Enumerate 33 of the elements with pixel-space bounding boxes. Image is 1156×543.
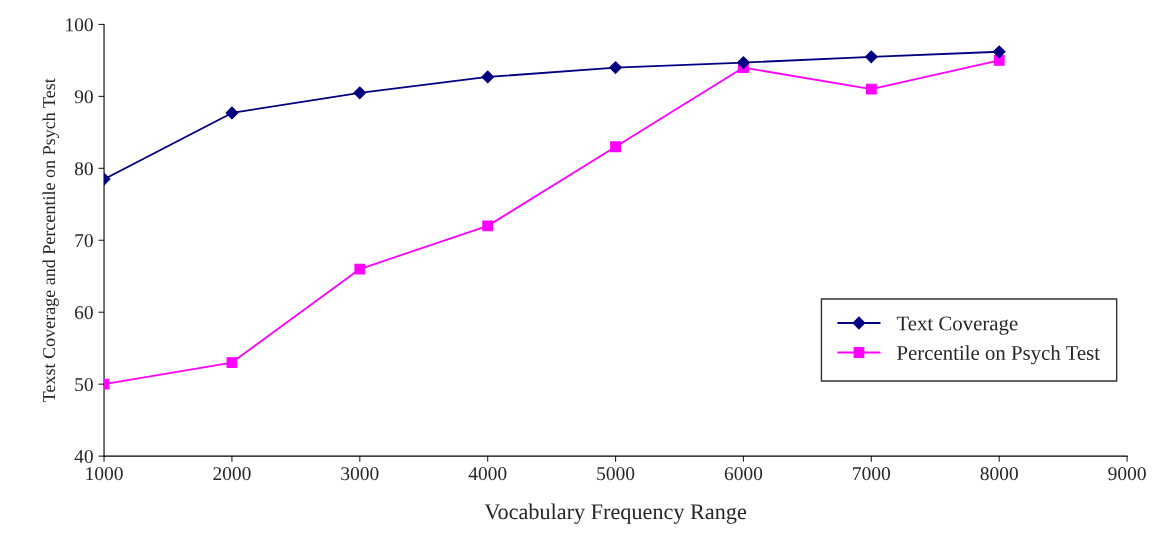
x-tick-label: 4000 bbox=[468, 467, 507, 481]
x-tick-label: 6000 bbox=[724, 467, 763, 481]
x-tick-label: 2000 bbox=[213, 467, 251, 481]
point bbox=[865, 83, 877, 95]
point bbox=[610, 141, 621, 153]
point bbox=[226, 357, 238, 368]
x-tick-label: 1000 bbox=[86, 467, 123, 481]
x-tick-label: 9000 bbox=[1108, 467, 1146, 481]
y-tick-label: 40 bbox=[74, 449, 93, 464]
point bbox=[993, 55, 1005, 66]
y-tick-label: 50 bbox=[75, 377, 93, 392]
legend-label: Percentile on Psych Test bbox=[897, 345, 1100, 365]
point bbox=[864, 50, 878, 64]
legend-label: Text Coverage bbox=[896, 316, 1018, 335]
point bbox=[225, 106, 239, 120]
y-tick-label: 80 bbox=[74, 162, 93, 176]
x-tick-label: 8000 bbox=[980, 467, 1018, 481]
y-axis-title: Texst Coverage and Percentile on Psych Test bbox=[42, 78, 59, 402]
point bbox=[354, 263, 366, 275]
point bbox=[353, 86, 367, 100]
y-tick-label: 70 bbox=[75, 234, 93, 248]
x-tick-label: 7000 bbox=[853, 467, 891, 481]
y-tick-label: 90 bbox=[74, 90, 93, 104]
x-tick-label: 5000 bbox=[597, 467, 635, 481]
point bbox=[737, 56, 750, 69]
point bbox=[481, 70, 495, 84]
point bbox=[609, 61, 622, 75]
x-axis-title: Vocabulary Frequency Range bbox=[484, 503, 747, 524]
point bbox=[482, 220, 494, 232]
y-tick-label: 100 bbox=[66, 18, 93, 32]
x-tick-label: 3000 bbox=[341, 467, 379, 481]
y-tick-label: 60 bbox=[75, 306, 93, 320]
point bbox=[992, 45, 1006, 59]
